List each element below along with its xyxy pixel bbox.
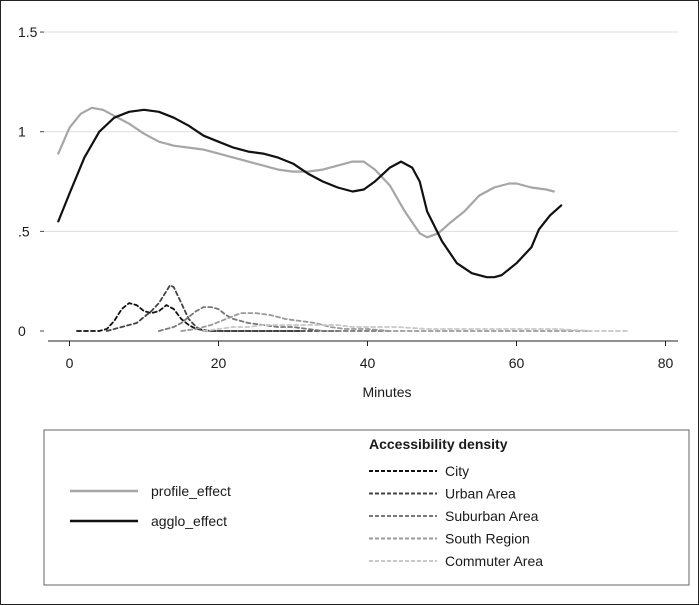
legend-heading: Accessibility density: [369, 436, 508, 452]
x-tick-label: 0: [66, 355, 74, 371]
series-line-commuter-area: [202, 324, 630, 332]
y-tick-label: 1: [18, 124, 26, 140]
x-tick-label: 60: [509, 355, 525, 371]
legend-label: agglo_effect: [151, 513, 227, 529]
x-tick-label: 80: [658, 355, 674, 371]
y-tick-label: 1.5: [18, 24, 38, 40]
series-line-urban-area: [105, 284, 339, 332]
y-tick-label: .5: [18, 223, 30, 239]
legend: profile_effect agglo_effect City Urban Area…: [70, 463, 543, 569]
legend-label: Commuter Area: [445, 553, 543, 569]
y-tick-label: 0: [18, 323, 26, 339]
x-axis: 0 20 40 60 80: [48, 340, 678, 371]
x-tick-label: 20: [211, 355, 227, 371]
series-line-agglo-effect: [57, 108, 563, 279]
x-tick-label: 40: [360, 355, 376, 371]
series-line-profile-effect: [57, 106, 555, 239]
legend-label: Urban Area: [445, 486, 516, 502]
horizontal-gridlines: [44, 31, 678, 232]
series-line-suburban-area: [158, 306, 391, 332]
series-lines: [57, 106, 630, 332]
x-axis-title: Minutes: [362, 384, 411, 400]
legend-label: profile_effect: [151, 483, 231, 499]
y-axis: 0 .5 1 1.5: [18, 24, 44, 339]
legend-label: Suburban Area: [445, 508, 539, 524]
legend-box: [43, 429, 690, 586]
series-line-south-region: [180, 312, 592, 332]
legend-label: South Region: [445, 531, 530, 547]
series-line-city: [76, 302, 302, 332]
legend-label: City: [445, 463, 469, 479]
